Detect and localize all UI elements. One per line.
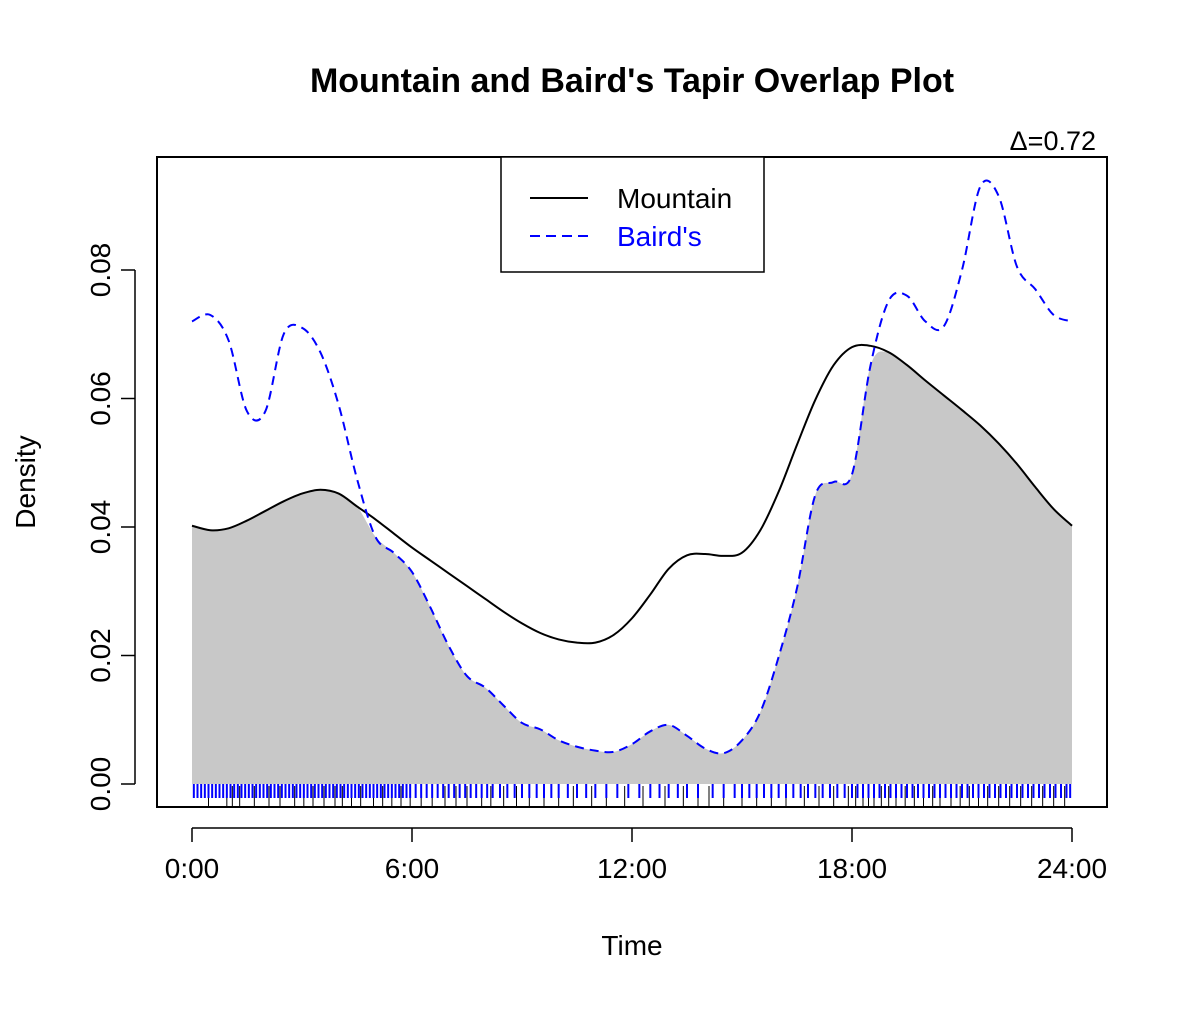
series-line-bairds bbox=[191, 179, 1073, 755]
legend-box bbox=[500, 156, 765, 273]
legend-mountain-label: Mountain bbox=[617, 183, 732, 214]
y-tick-label: 0.06 bbox=[85, 371, 116, 426]
x-tick-label: 12:00 bbox=[597, 853, 667, 884]
y-tick-label: 0.00 bbox=[85, 757, 116, 812]
y-tick-label: 0.04 bbox=[85, 500, 116, 555]
legend: Mountain Baird's bbox=[500, 156, 765, 273]
x-tick-label: 6:00 bbox=[385, 853, 440, 884]
x-tick-label: 24:00 bbox=[1037, 853, 1107, 884]
y-tick-label: 0.02 bbox=[85, 628, 116, 683]
delta-annotation: Δ=0.72 bbox=[1010, 126, 1096, 156]
x-tick-label: 18:00 bbox=[817, 853, 887, 884]
plot-layer bbox=[191, 179, 1073, 806]
legend-bairds-label: Baird's bbox=[617, 221, 702, 252]
x-tick-label: 0:00 bbox=[165, 853, 220, 884]
axes-layer: 0:00 6:00 12:00 18:00 24:00 0.00 0.02 0.04 0.06 0… bbox=[85, 243, 1107, 884]
overlap-area bbox=[192, 351, 1072, 784]
chart-title: Mountain and Baird's Tapir Overlap Plot bbox=[310, 62, 954, 100]
y-axis-label: Density bbox=[10, 435, 41, 528]
y-tick-label: 0.08 bbox=[85, 243, 116, 298]
x-axis-label: Time bbox=[601, 930, 662, 961]
series-line-mountain bbox=[191, 343, 1073, 645]
